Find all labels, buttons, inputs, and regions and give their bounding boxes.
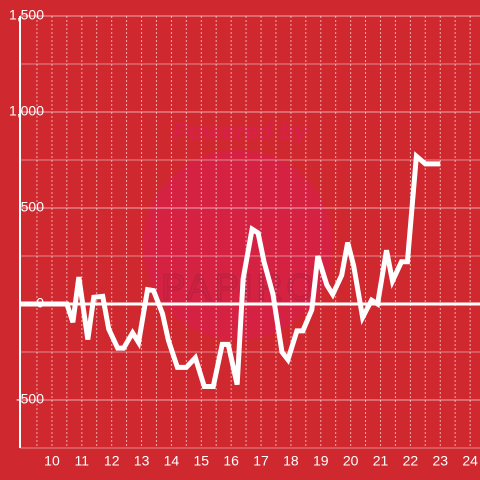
x-tick-label: 17 <box>253 453 269 469</box>
y-tick-label: -500 <box>16 391 44 407</box>
x-tick-label: 12 <box>104 453 120 469</box>
x-tick-label: 24 <box>462 453 478 469</box>
line-series <box>20 151 441 390</box>
x-tick-label: 22 <box>403 453 419 469</box>
x-tick-label: 14 <box>164 453 180 469</box>
x-tick-label: 18 <box>283 453 299 469</box>
watermark-circle <box>143 150 333 340</box>
x-tick-label: 16 <box>223 453 239 469</box>
y-tick-label: 1,500 <box>9 7 44 23</box>
x-tick-label: 13 <box>134 453 150 469</box>
x-tick-label: 11 <box>75 453 90 469</box>
x-tick-label: 21 <box>373 453 389 469</box>
x-tick-label: 20 <box>343 453 359 469</box>
x-tick-label: 10 <box>44 453 60 469</box>
x-tick-label: 15 <box>194 453 210 469</box>
y-tick-label: 1,000 <box>9 103 44 119</box>
x-tick-label: 23 <box>432 453 448 469</box>
watermark-text: Powered by <box>173 118 309 145</box>
y-tick-label: 500 <box>21 199 45 215</box>
x-tick-label: 19 <box>313 453 329 469</box>
